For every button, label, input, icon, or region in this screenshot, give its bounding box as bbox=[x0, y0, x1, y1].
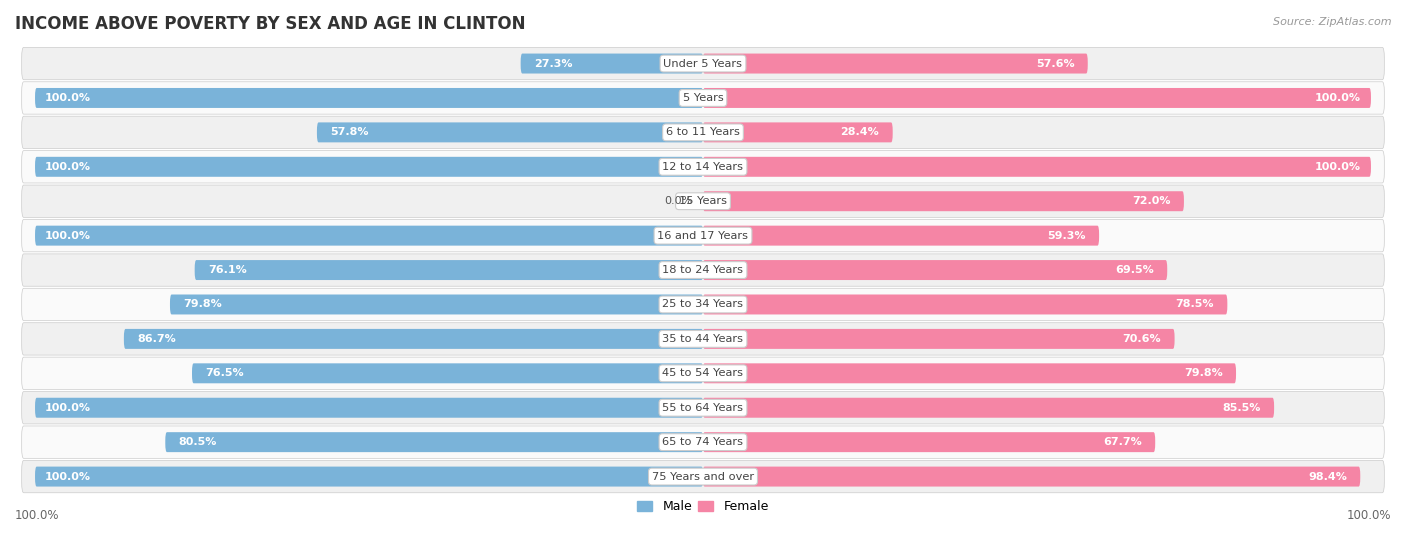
Text: 75 Years and over: 75 Years and over bbox=[652, 472, 754, 481]
FancyBboxPatch shape bbox=[21, 116, 1385, 149]
FancyBboxPatch shape bbox=[35, 226, 703, 245]
FancyBboxPatch shape bbox=[21, 150, 1385, 183]
FancyBboxPatch shape bbox=[703, 226, 1099, 245]
Text: INCOME ABOVE POVERTY BY SEX AND AGE IN CLINTON: INCOME ABOVE POVERTY BY SEX AND AGE IN C… bbox=[15, 15, 526, 33]
FancyBboxPatch shape bbox=[703, 295, 1227, 315]
Text: 100.0%: 100.0% bbox=[45, 402, 91, 413]
Text: 57.6%: 57.6% bbox=[1036, 59, 1074, 69]
Text: 100.0%: 100.0% bbox=[15, 509, 59, 522]
Text: 45 to 54 Years: 45 to 54 Years bbox=[662, 368, 744, 378]
Text: 100.0%: 100.0% bbox=[45, 162, 91, 172]
FancyBboxPatch shape bbox=[703, 157, 1371, 177]
FancyBboxPatch shape bbox=[316, 122, 703, 143]
FancyBboxPatch shape bbox=[35, 398, 703, 418]
FancyBboxPatch shape bbox=[21, 391, 1385, 424]
Text: 78.5%: 78.5% bbox=[1175, 300, 1213, 310]
FancyBboxPatch shape bbox=[170, 295, 703, 315]
FancyBboxPatch shape bbox=[21, 461, 1385, 492]
Text: 16 and 17 Years: 16 and 17 Years bbox=[658, 231, 748, 240]
Text: 28.4%: 28.4% bbox=[841, 127, 879, 138]
FancyBboxPatch shape bbox=[520, 54, 703, 74]
FancyBboxPatch shape bbox=[21, 254, 1385, 286]
Text: 5 Years: 5 Years bbox=[683, 93, 723, 103]
FancyBboxPatch shape bbox=[124, 329, 703, 349]
FancyBboxPatch shape bbox=[35, 157, 703, 177]
Legend: Male, Female: Male, Female bbox=[633, 495, 773, 518]
FancyBboxPatch shape bbox=[703, 432, 1156, 452]
FancyBboxPatch shape bbox=[21, 288, 1385, 321]
Text: 59.3%: 59.3% bbox=[1047, 231, 1085, 240]
FancyBboxPatch shape bbox=[21, 48, 1385, 80]
FancyBboxPatch shape bbox=[166, 432, 703, 452]
FancyBboxPatch shape bbox=[21, 426, 1385, 458]
Text: 69.5%: 69.5% bbox=[1115, 265, 1154, 275]
Text: 79.8%: 79.8% bbox=[183, 300, 222, 310]
Text: Under 5 Years: Under 5 Years bbox=[664, 59, 742, 69]
Text: 98.4%: 98.4% bbox=[1308, 472, 1347, 481]
FancyBboxPatch shape bbox=[21, 357, 1385, 390]
Text: 85.5%: 85.5% bbox=[1222, 402, 1261, 413]
FancyBboxPatch shape bbox=[703, 191, 1184, 211]
FancyBboxPatch shape bbox=[21, 220, 1385, 252]
Text: 12 to 14 Years: 12 to 14 Years bbox=[662, 162, 744, 172]
Text: 100.0%: 100.0% bbox=[45, 231, 91, 240]
Text: 100.0%: 100.0% bbox=[45, 472, 91, 481]
Text: 86.7%: 86.7% bbox=[138, 334, 176, 344]
Text: 67.7%: 67.7% bbox=[1104, 437, 1142, 447]
Text: 76.5%: 76.5% bbox=[205, 368, 245, 378]
Text: 35 to 44 Years: 35 to 44 Years bbox=[662, 334, 744, 344]
Text: 72.0%: 72.0% bbox=[1132, 196, 1171, 206]
FancyBboxPatch shape bbox=[703, 122, 893, 143]
FancyBboxPatch shape bbox=[703, 54, 1088, 74]
Text: 15 Years: 15 Years bbox=[679, 196, 727, 206]
Text: 79.8%: 79.8% bbox=[1184, 368, 1223, 378]
FancyBboxPatch shape bbox=[703, 88, 1371, 108]
Text: 76.1%: 76.1% bbox=[208, 265, 247, 275]
Text: 55 to 64 Years: 55 to 64 Years bbox=[662, 402, 744, 413]
FancyBboxPatch shape bbox=[35, 88, 703, 108]
FancyBboxPatch shape bbox=[21, 82, 1385, 114]
Text: 18 to 24 Years: 18 to 24 Years bbox=[662, 265, 744, 275]
Text: 65 to 74 Years: 65 to 74 Years bbox=[662, 437, 744, 447]
Text: 100.0%: 100.0% bbox=[1315, 93, 1361, 103]
Text: 25 to 34 Years: 25 to 34 Years bbox=[662, 300, 744, 310]
FancyBboxPatch shape bbox=[194, 260, 703, 280]
FancyBboxPatch shape bbox=[703, 329, 1174, 349]
FancyBboxPatch shape bbox=[703, 467, 1360, 486]
Text: 57.8%: 57.8% bbox=[330, 127, 368, 138]
Text: 100.0%: 100.0% bbox=[1315, 162, 1361, 172]
FancyBboxPatch shape bbox=[35, 467, 703, 486]
Text: 70.6%: 70.6% bbox=[1122, 334, 1161, 344]
FancyBboxPatch shape bbox=[21, 323, 1385, 355]
Text: 27.3%: 27.3% bbox=[534, 59, 572, 69]
Text: 100.0%: 100.0% bbox=[45, 93, 91, 103]
Text: 100.0%: 100.0% bbox=[1347, 509, 1391, 522]
FancyBboxPatch shape bbox=[703, 398, 1274, 418]
FancyBboxPatch shape bbox=[21, 185, 1385, 217]
Text: Source: ZipAtlas.com: Source: ZipAtlas.com bbox=[1274, 17, 1392, 27]
FancyBboxPatch shape bbox=[703, 260, 1167, 280]
Text: 6 to 11 Years: 6 to 11 Years bbox=[666, 127, 740, 138]
FancyBboxPatch shape bbox=[703, 363, 1236, 383]
Text: 0.0%: 0.0% bbox=[665, 196, 693, 206]
FancyBboxPatch shape bbox=[193, 363, 703, 383]
Text: 80.5%: 80.5% bbox=[179, 437, 217, 447]
